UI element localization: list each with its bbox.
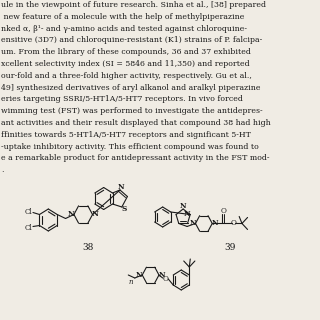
Text: N: N <box>158 271 165 279</box>
Text: S: S <box>122 205 127 213</box>
Text: N: N <box>189 220 196 228</box>
Text: ffinities towards 5-HT1A/5-HT7 receptors and significant 5-HT: ffinities towards 5-HT1A/5-HT7 receptors… <box>1 131 251 139</box>
Text: nked α, β¹- and γ-amino acids and tested against chloroquine-: nked α, β¹- and γ-amino acids and tested… <box>1 25 247 33</box>
Text: O: O <box>220 207 226 215</box>
Text: wimming test (FST) was performed to investigate the antidepres-: wimming test (FST) was performed to inve… <box>1 107 262 115</box>
Text: N: N <box>212 220 218 228</box>
Text: O: O <box>163 275 168 283</box>
Text: ant activities and their result displayed that compound 38 had high: ant activities and their result displaye… <box>1 119 271 127</box>
Text: N: N <box>180 202 187 210</box>
Text: our-fold and a three-fold higher activity, respectively. Gu et al.,: our-fold and a three-fold higher activit… <box>1 72 252 80</box>
Text: O: O <box>231 220 236 228</box>
Text: 49] synthesized derivatives of aryl alkanol and aralkyl piperazine: 49] synthesized derivatives of aryl alka… <box>1 84 260 92</box>
Text: um. From the library of these compounds, 36 and 37 exhibited: um. From the library of these compounds,… <box>1 48 251 56</box>
Text: N: N <box>136 271 143 279</box>
Text: eries targeting SSRI/5-HT1A/5-HT7 receptors. In vivo forced: eries targeting SSRI/5-HT1A/5-HT7 recept… <box>1 95 243 103</box>
Text: .: . <box>1 166 4 174</box>
Text: -uptake inhibitory activity. This efficient compound was found to: -uptake inhibitory activity. This effici… <box>1 143 259 151</box>
Text: 38: 38 <box>83 244 94 252</box>
Text: N: N <box>183 210 190 218</box>
Text: ule in the viewpoint of future research. Sinha et al., [38] prepared: ule in the viewpoint of future research.… <box>1 1 266 9</box>
Text: 39: 39 <box>225 244 236 252</box>
Text: xcellent selectivity index (SI = 5846 and 11,350) and reported: xcellent selectivity index (SI = 5846 an… <box>1 60 250 68</box>
Text: ensitive (3D7) and chloroquine-resistant (K1) strains of P. falcipa-: ensitive (3D7) and chloroquine-resistant… <box>1 36 262 44</box>
Text: N: N <box>117 183 124 191</box>
Text: e a remarkable product for antidepressant activity in the FST mod-: e a remarkable product for antidepressan… <box>1 155 269 163</box>
Text: Cl: Cl <box>24 223 32 231</box>
Text: Cl: Cl <box>24 207 32 215</box>
Text: new feature of a molecule with the help of methylpiperazine: new feature of a molecule with the help … <box>1 13 244 21</box>
Text: N: N <box>92 211 99 219</box>
Text: n: n <box>129 278 133 286</box>
Text: N: N <box>68 211 75 219</box>
